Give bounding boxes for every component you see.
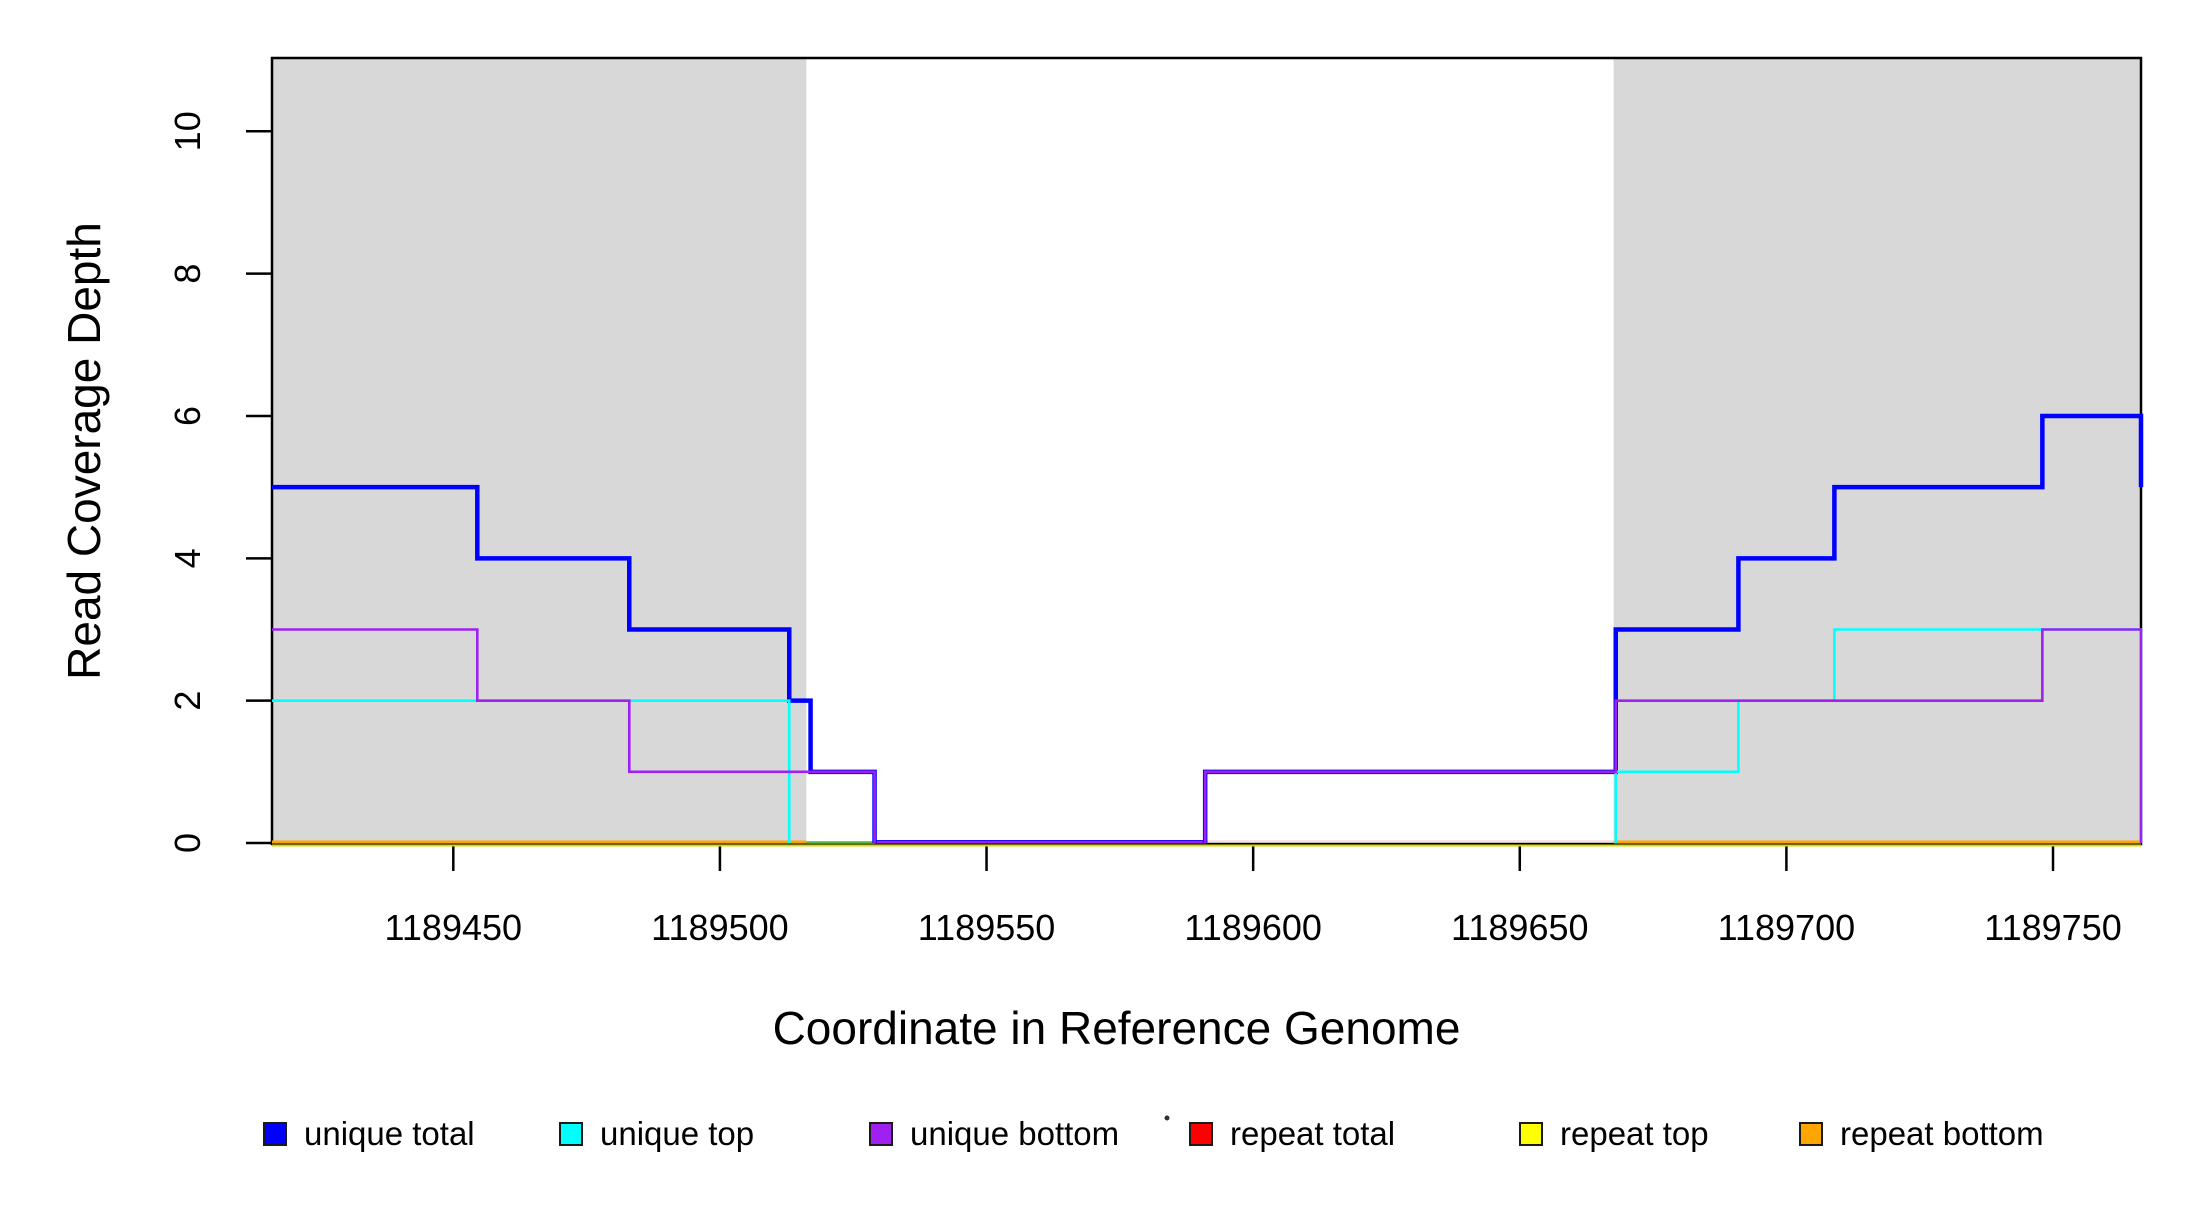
x-tick-label: 1189750 xyxy=(1984,907,2121,948)
x-tick-label: 1189450 xyxy=(385,907,522,948)
y-tick-label: 0 xyxy=(167,833,208,853)
legend-label-unique-bottom: unique bottom xyxy=(910,1115,1119,1152)
legend-swatch-repeat-bottom xyxy=(1799,1122,1823,1146)
legend-swatch-repeat-total xyxy=(1189,1122,1213,1146)
legend-swatch-unique-top xyxy=(559,1122,583,1146)
legend-label-repeat-top: repeat top xyxy=(1560,1115,1709,1152)
x-tick-label: 1189550 xyxy=(918,907,1055,948)
legend-swatch-unique-bottom xyxy=(869,1122,893,1146)
legend-label-repeat-total: repeat total xyxy=(1230,1115,1395,1152)
legend-label-unique-top: unique top xyxy=(600,1115,754,1152)
legend-swatch-unique-total xyxy=(263,1122,287,1146)
y-tick-label: 10 xyxy=(167,111,208,151)
y-tick-label: 8 xyxy=(167,264,208,284)
legend-label-unique-total: unique total xyxy=(304,1115,475,1152)
shaded-region-0 xyxy=(272,58,807,844)
series-line-unique-bottom xyxy=(272,628,2143,843)
y-tick-label: 2 xyxy=(167,691,208,711)
x-tick-label: 1189650 xyxy=(1451,907,1588,948)
x-tick-label: 1189500 xyxy=(651,907,788,948)
x-tick-label: 1189700 xyxy=(1718,907,1855,948)
stray-dot xyxy=(1164,1115,1170,1121)
y-axis-title: Read Coverage Depth xyxy=(58,222,110,680)
y-tick-label: 6 xyxy=(167,406,208,426)
legend-label-repeat-bottom: repeat bottom xyxy=(1840,1115,2044,1152)
shaded-region-1 xyxy=(1613,58,2141,844)
x-tick-label: 1189600 xyxy=(1184,907,1321,948)
legend-swatch-repeat-top xyxy=(1519,1122,1543,1146)
y-tick-label: 4 xyxy=(167,548,208,568)
x-axis-title: Coordinate in Reference Genome xyxy=(773,1002,1461,1054)
